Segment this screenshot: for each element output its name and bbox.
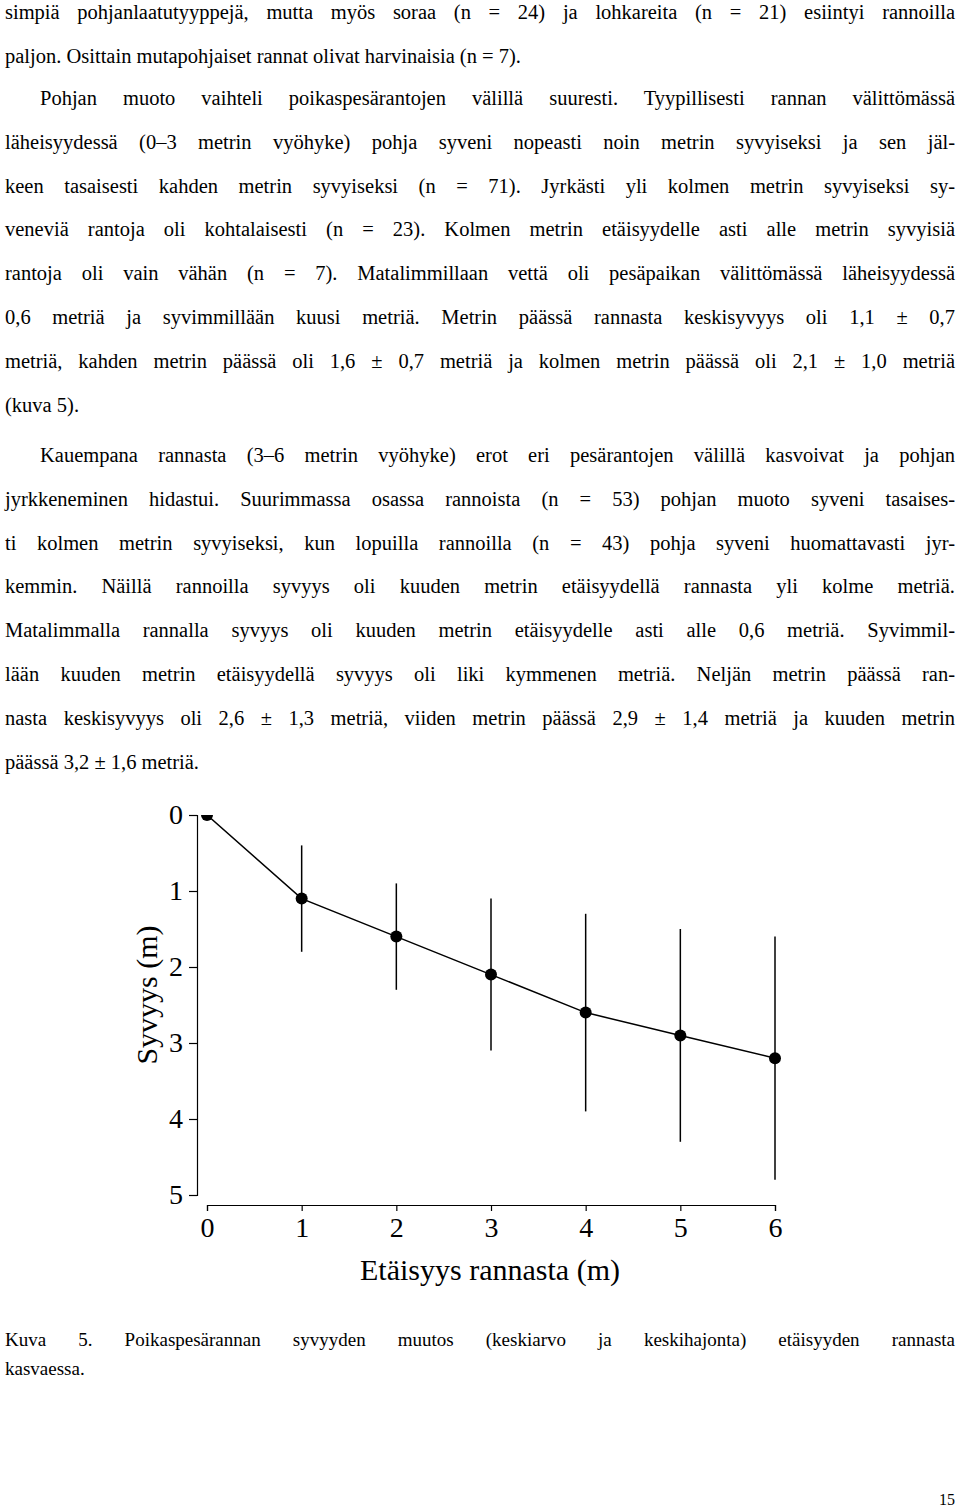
- y-tick-label: 1: [169, 875, 183, 906]
- x-tick: 1: [295, 1205, 309, 1243]
- y-tick-mark: [189, 891, 197, 892]
- data-line: [207, 815, 775, 1058]
- x-tick-label: 5: [674, 1212, 688, 1243]
- y-tick: 5: [169, 1179, 197, 1210]
- text-line: läheisyydessä (0–3 metrin vyöhyke) pohja…: [5, 127, 955, 157]
- x-tick: 4: [579, 1205, 593, 1243]
- y-tick: 1: [169, 875, 197, 906]
- x-tick-label: 3: [485, 1212, 499, 1243]
- x-tick-mark: [680, 1205, 681, 1211]
- y-tick-mark: [189, 967, 197, 968]
- x-axis-line: [208, 1206, 776, 1212]
- x-tick-label: 1: [295, 1212, 309, 1243]
- page: simpiä pohjanlaatutyyppejä, mutta myös s…: [0, 0, 960, 1509]
- y-axis-line: [189, 816, 198, 1196]
- data-point: [769, 1052, 781, 1064]
- y-tick-mark: [189, 1195, 197, 1196]
- x-tick-mark: [586, 1205, 587, 1211]
- x-tick: 3: [485, 1205, 499, 1243]
- x-tick: 0: [201, 1205, 215, 1243]
- data-point: [485, 969, 497, 981]
- x-tick-mark: [302, 1205, 303, 1211]
- data-point: [674, 1029, 686, 1041]
- x-tick-label: 2: [390, 1212, 404, 1243]
- y-tick-label: 3: [169, 1027, 183, 1058]
- data-point: [390, 931, 402, 943]
- y-tick-label: 5: [169, 1179, 183, 1210]
- data-point: [580, 1007, 592, 1019]
- text-line: (kuva 5).: [5, 390, 955, 420]
- text-line: lään kuuden metrin etäisyydellä syvyys o…: [5, 659, 955, 689]
- y-tick-mark: [189, 815, 197, 816]
- text-line: Kauempana rannasta (3–6 metrin vyöhyke) …: [40, 440, 955, 470]
- text-line: kemmin. Näillä rannoilla syvyys oli kuud…: [5, 571, 955, 601]
- text-line: metriä, kahden metrin päässä oli 1,6 ± 0…: [5, 346, 955, 376]
- y-tick: 2: [169, 951, 197, 982]
- y-tick-mark: [189, 1119, 197, 1120]
- x-tick: 5: [674, 1205, 688, 1243]
- x-tick-mark: [207, 1205, 208, 1211]
- y-axis-title: Syvyys (m): [130, 925, 164, 1064]
- y-tick-mark: [189, 1043, 197, 1044]
- y-axis: 0 1 2 3 4 5: [169, 799, 198, 1210]
- y-tick-label: 0: [169, 799, 183, 830]
- y-tick-label: 2: [169, 951, 183, 982]
- text-line: jyrkkeneminen hidastui. Suurimmassa osas…: [5, 484, 955, 514]
- text-line: simpiä pohjanlaatutyyppejä, mutta myös s…: [5, 0, 955, 27]
- text-line: veneviä rantoja oli kohtalaisesti (n = 2…: [5, 214, 955, 244]
- text-line: keen tasaisesti kahden metrin syvyiseksi…: [5, 171, 955, 201]
- page-number: 15: [900, 1485, 955, 1509]
- x-axis: 0 1 2 3 4 5 6: [201, 1205, 783, 1243]
- x-tick-mark: [775, 1205, 776, 1211]
- plot-area: [201, 815, 781, 1180]
- text-line: rantoja oli vain vähän (n = 7). Matalimm…: [5, 258, 955, 288]
- data-point: [201, 815, 213, 821]
- text-line: ti kolmen metrin syvyiseksi, kun lopuill…: [5, 528, 955, 558]
- x-tick: 6: [769, 1205, 783, 1243]
- text-line: Matalimmalla rannalla syvyys oli kuuden …: [5, 615, 955, 645]
- x-tick-label: 4: [579, 1212, 593, 1243]
- y-tick: 3: [169, 1027, 197, 1058]
- x-tick-label: 0: [201, 1212, 215, 1243]
- x-tick: 2: [390, 1205, 404, 1243]
- x-axis-title: Etäisyys rannasta (m): [360, 1253, 620, 1287]
- chart: 0123450123456Etäisyys rannasta (m)Syvyys…: [0, 0, 960, 1509]
- x-tick-label: 6: [769, 1212, 783, 1243]
- text-line: paljon. Osittain mutapohjaiset rannat ol…: [5, 41, 955, 71]
- text-line: nasta keskisyvyys oli 2,6 ± 1,3 metriä, …: [5, 703, 955, 733]
- y-tick: 4: [169, 1103, 197, 1134]
- text-line: Pohjan muoto vaihteli poikaspesärantojen…: [40, 83, 955, 113]
- y-tick: 0: [169, 799, 197, 830]
- text-line: päässä 3,2 ± 1,6 metriä.: [5, 747, 955, 777]
- caption-line: Kuva 5. Poikaspesärannan syvyyden muutos…: [5, 1325, 955, 1355]
- caption-line: kasvaessa.: [5, 1354, 955, 1384]
- y-tick-label: 4: [169, 1103, 183, 1134]
- text-line: 0,6 metriä ja syvimmillään kuusi metriä.…: [5, 302, 955, 332]
- x-tick-mark: [396, 1205, 397, 1211]
- x-tick-mark: [491, 1205, 492, 1211]
- data-point: [296, 893, 308, 905]
